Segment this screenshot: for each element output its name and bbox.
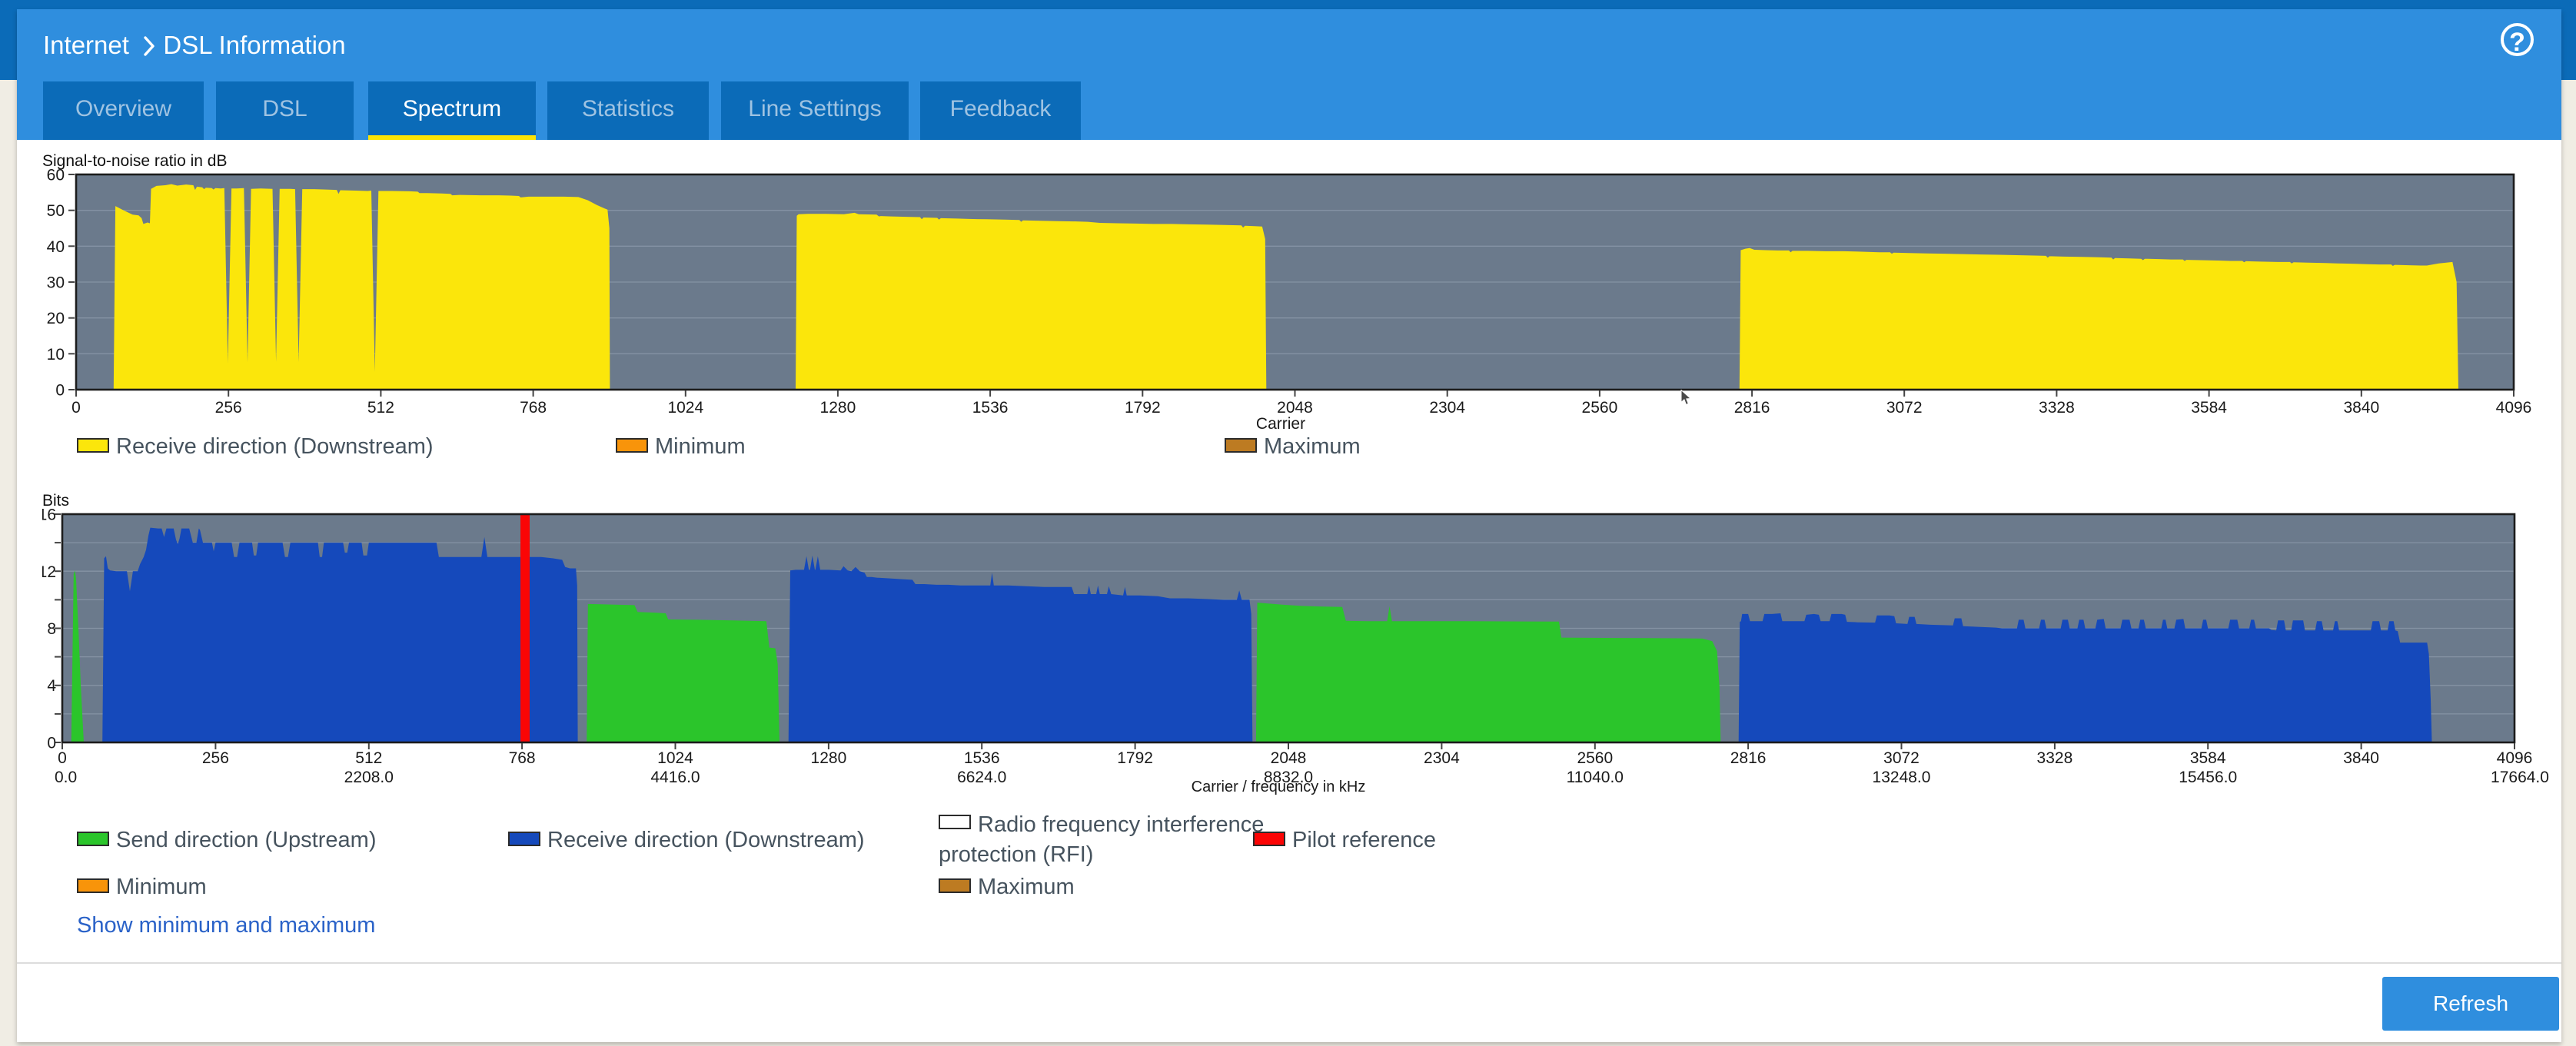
svg-text:0: 0 (55, 382, 65, 400)
svg-text:256: 256 (202, 749, 229, 767)
svg-text:2816: 2816 (1730, 749, 1767, 767)
svg-text:4096: 4096 (2496, 399, 2532, 417)
svg-text:2304: 2304 (1429, 399, 1465, 417)
svg-text:2048: 2048 (1277, 399, 1313, 417)
svg-text:3072: 3072 (1886, 399, 1923, 417)
svg-text:3328: 3328 (2039, 399, 2075, 417)
svg-text:2304: 2304 (1424, 749, 1460, 767)
svg-text:17664.0: 17664.0 (2491, 769, 2549, 786)
svg-text:3840: 3840 (2343, 749, 2379, 767)
svg-text:1792: 1792 (1125, 399, 1161, 417)
svg-text:1024: 1024 (667, 399, 703, 417)
svg-text:60: 60 (47, 167, 65, 184)
svg-text:8832.0: 8832.0 (1264, 769, 1313, 786)
svg-text:3584: 3584 (2190, 749, 2226, 767)
svg-text:12: 12 (38, 563, 56, 581)
svg-text:1280: 1280 (811, 749, 847, 767)
svg-text:2048: 2048 (1271, 749, 1307, 767)
svg-text:2560: 2560 (1577, 749, 1613, 767)
svg-text:1536: 1536 (972, 399, 1009, 417)
svg-text:1280: 1280 (820, 399, 856, 417)
svg-text:8: 8 (47, 620, 56, 638)
svg-text:4416.0: 4416.0 (650, 769, 700, 786)
svg-text:6624.0: 6624.0 (957, 769, 1006, 786)
svg-text:512: 512 (355, 749, 382, 767)
svg-text:1536: 1536 (964, 749, 1000, 767)
svg-text:3072: 3072 (1883, 749, 1920, 767)
svg-text:40: 40 (47, 238, 65, 256)
svg-text:Carrier: Carrier (1256, 415, 1305, 433)
svg-text:11040.0: 11040.0 (1567, 769, 1624, 786)
svg-text:2560: 2560 (1582, 399, 1618, 417)
svg-text:13248.0: 13248.0 (1873, 769, 1931, 786)
svg-text:1024: 1024 (657, 749, 693, 767)
svg-text:768: 768 (520, 399, 547, 417)
svg-text:10: 10 (47, 346, 65, 364)
svg-text:2816: 2816 (1734, 399, 1770, 417)
svg-text:15456.0: 15456.0 (2179, 769, 2237, 786)
svg-text:0.0: 0.0 (55, 769, 77, 786)
svg-text:Carrier / frequency in kHz: Carrier / frequency in kHz (1192, 779, 1366, 795)
svg-text:4: 4 (47, 677, 56, 695)
svg-text:3584: 3584 (2191, 399, 2227, 417)
svg-text:512: 512 (367, 399, 394, 417)
svg-text:3328: 3328 (2037, 749, 2073, 767)
svg-text:0: 0 (58, 749, 67, 767)
svg-text:4096: 4096 (2497, 749, 2533, 767)
svg-text:1792: 1792 (1117, 749, 1153, 767)
svg-text:20: 20 (47, 310, 65, 327)
svg-text:50: 50 (47, 202, 65, 220)
svg-text:0: 0 (47, 735, 56, 752)
svg-text:30: 30 (47, 274, 65, 292)
svg-text:256: 256 (215, 399, 242, 417)
svg-text:768: 768 (509, 749, 536, 767)
svg-text:16: 16 (38, 506, 56, 524)
svg-text:2208.0: 2208.0 (344, 769, 394, 786)
svg-text:0: 0 (71, 399, 81, 417)
svg-text:3840: 3840 (2343, 399, 2379, 417)
